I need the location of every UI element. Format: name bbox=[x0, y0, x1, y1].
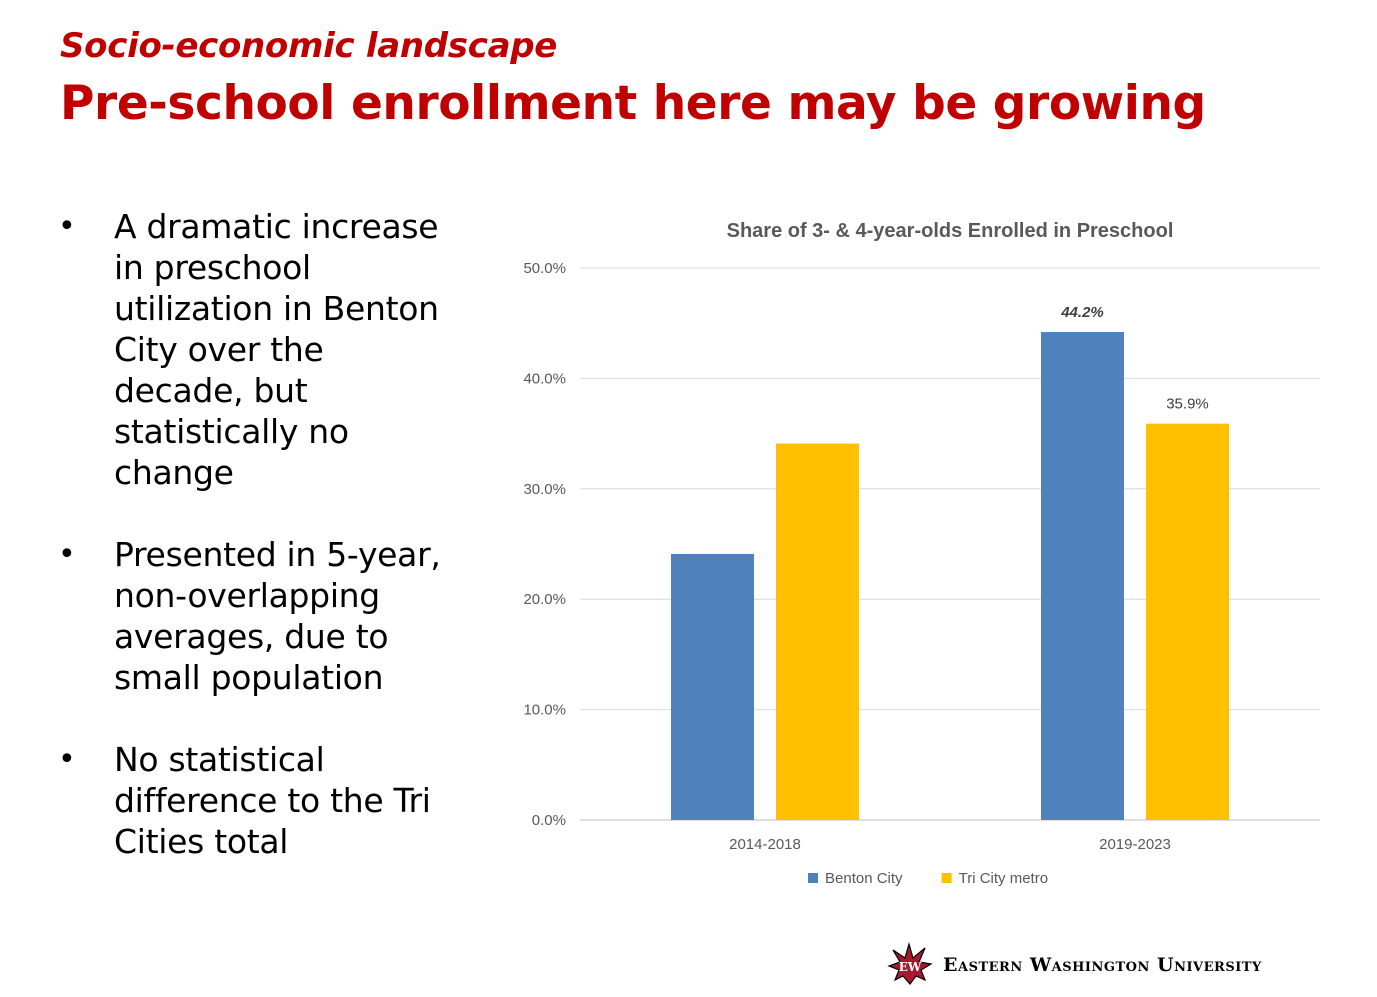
data-label: 35.9% bbox=[1166, 396, 1209, 413]
bar-benton-city bbox=[671, 553, 754, 820]
bullet-text: No statistical difference to the Tri Cit… bbox=[114, 740, 431, 861]
bar-benton-city bbox=[1041, 332, 1124, 820]
university-name: Eastern Washington University bbox=[943, 954, 1262, 976]
y-tick-label: 40.0% bbox=[523, 370, 566, 387]
bar-tri-city-metro bbox=[776, 443, 859, 820]
y-tick-label: 20.0% bbox=[523, 591, 566, 608]
x-tick-label: 2014-2018 bbox=[729, 836, 801, 853]
y-tick-label: 0.0% bbox=[532, 812, 566, 829]
legend-label: Tri City metro bbox=[959, 870, 1048, 887]
x-tick-label: 2019-2023 bbox=[1099, 836, 1171, 853]
bullet-text: Presented in 5-year, non-overlapping ave… bbox=[114, 535, 441, 697]
bullet-glyph: • bbox=[58, 742, 76, 777]
legend-swatch bbox=[808, 873, 818, 883]
slide-kicker: Socio-economic landscape bbox=[60, 26, 558, 66]
bullet-glyph: • bbox=[58, 209, 76, 244]
y-tick-label: 50.0% bbox=[523, 260, 566, 277]
preschool-enrollment-chart: Share of 3- & 4-year-olds Enrolled in Pr… bbox=[523, 220, 1320, 887]
bullet-item: • No statistical difference to the Tri C… bbox=[52, 739, 462, 862]
university-logo: EW Eastern Washington University bbox=[885, 940, 1262, 990]
bullet-glyph: • bbox=[58, 537, 76, 572]
legend-label: Benton City bbox=[825, 870, 903, 887]
bullet-item: • Presented in 5-year, non-overlapping a… bbox=[52, 534, 462, 698]
eagle-logo-icon: EW bbox=[887, 941, 933, 985]
y-tick-label: 10.0% bbox=[523, 702, 566, 719]
data-label: 44.2% bbox=[1060, 304, 1104, 321]
bullet-list: • A dramatic increase in preschool utili… bbox=[52, 206, 462, 903]
chart-title: Share of 3- & 4-year-olds Enrolled in Pr… bbox=[727, 220, 1174, 242]
bullet-item: • A dramatic increase in preschool utili… bbox=[52, 206, 462, 493]
slide-headline: Pre-school enrollment here may be growin… bbox=[60, 76, 1206, 131]
bullet-text: A dramatic increase in preschool utiliza… bbox=[114, 207, 439, 492]
y-tick-label: 30.0% bbox=[523, 481, 566, 498]
bar-tri-city-metro bbox=[1146, 423, 1229, 820]
legend-swatch bbox=[941, 873, 952, 883]
svg-text:EW: EW bbox=[899, 960, 922, 974]
